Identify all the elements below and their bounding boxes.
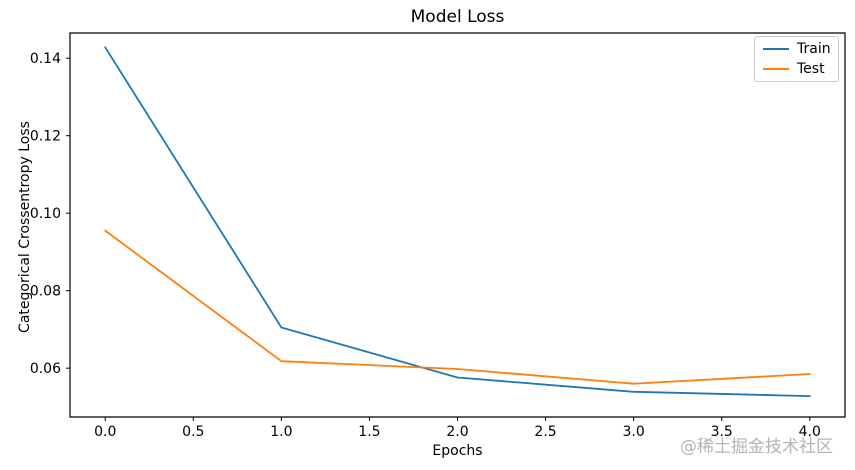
y-tick-label: 0.12	[30, 129, 61, 145]
y-tick-label: 0.08	[30, 284, 61, 300]
y-tick-label: 0.06	[30, 361, 61, 377]
x-tick-label: 4.0	[799, 424, 821, 440]
x-tick-label: 2.5	[534, 424, 556, 440]
axes-spines	[69, 32, 846, 418]
test-line-series	[104, 229, 811, 385]
x-tick-label: 3.5	[711, 424, 733, 440]
x-tick-label: 0.5	[182, 424, 204, 440]
legend-label-test: Test	[797, 61, 825, 77]
chart-title: Model Loss	[410, 7, 505, 27]
legend-label-train: Train	[797, 41, 831, 57]
x-tick-label: 1.5	[358, 424, 380, 440]
y-tick-label: 0.14	[30, 51, 61, 67]
legend-item-train: Train	[763, 41, 831, 57]
watermark: @稀土掘金技术社区	[680, 437, 833, 457]
y-tick-label: 0.10	[30, 206, 61, 222]
x-tick-label: 0.0	[94, 424, 116, 440]
legend-item-test: Test	[763, 61, 830, 77]
x-axis-label: Epochs	[432, 443, 483, 459]
test-line-swatch	[763, 68, 789, 70]
x-tick-label: 1.0	[270, 424, 292, 440]
legend: Train Test	[754, 36, 839, 82]
train-line-swatch	[763, 48, 789, 50]
x-tick-label: 3.0	[623, 424, 645, 440]
train-line-series	[104, 46, 811, 398]
x-tick-label: 2.0	[446, 424, 468, 440]
